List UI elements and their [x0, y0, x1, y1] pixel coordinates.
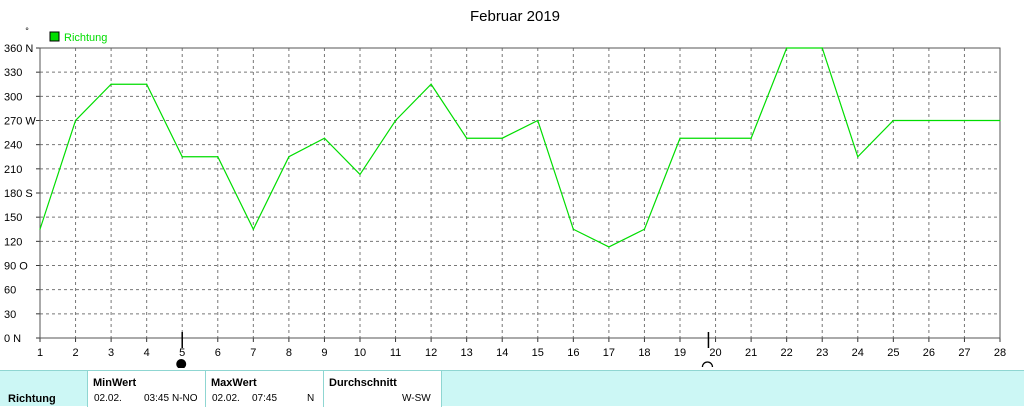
x-tick-label: 17	[603, 347, 615, 359]
y-tick-label: 0 N	[4, 333, 21, 345]
x-tick-label: 11	[390, 347, 401, 359]
x-tick-label: 6	[215, 347, 221, 359]
x-tick-label: 7	[250, 347, 256, 359]
y-tick-label: 210	[4, 164, 22, 176]
avg-header: Durchschnitt	[329, 377, 397, 389]
y-tick-label: 330	[4, 67, 22, 79]
x-tick-label: 13	[461, 347, 473, 359]
summary-series-label: Richtung	[8, 393, 56, 405]
data-point	[39, 228, 41, 230]
x-tick-label: 22	[781, 347, 793, 359]
data-point	[501, 137, 503, 139]
data-point	[963, 119, 966, 122]
new-moon-icon	[701, 361, 714, 368]
x-tick-label: 1	[37, 347, 43, 359]
x-tick-label: 2	[72, 347, 78, 359]
x-tick-label: 10	[354, 347, 366, 359]
data-point	[252, 228, 254, 230]
x-tick-label: 24	[852, 347, 864, 359]
y-tick-label: 180 S	[4, 188, 33, 200]
data-point	[714, 137, 717, 139]
data-point	[786, 47, 788, 49]
min-header: MinWert	[93, 377, 137, 389]
data-point	[323, 137, 326, 139]
summary-max-cell: MaxWert 02.02. 07:45 N	[206, 371, 324, 407]
max-value: N	[307, 393, 315, 404]
data-point	[181, 156, 183, 158]
avg-value: W-SW	[402, 393, 431, 404]
data-point	[430, 83, 432, 85]
max-time: 07:45	[252, 393, 278, 404]
x-tick-label: 9	[321, 347, 327, 359]
x-tick-label: 12	[425, 347, 437, 359]
x-tick-label: 3	[108, 347, 114, 359]
data-point	[999, 119, 1001, 122]
data-point	[537, 119, 539, 122]
x-tick-label: 16	[567, 347, 579, 359]
legend-swatch	[49, 31, 60, 42]
y-tick-label: 120	[4, 236, 22, 248]
y-tick-label: 360 N	[4, 43, 33, 55]
x-tick-label: 25	[887, 347, 899, 359]
plot-frame	[39, 47, 1001, 339]
max-header: MaxWert	[211, 377, 257, 389]
data-point	[572, 228, 574, 230]
min-value: N-NO	[172, 393, 198, 404]
data-point	[74, 119, 77, 122]
y-tick-label: 150	[4, 212, 22, 224]
data-point	[288, 156, 290, 158]
y-tick-label: 60	[4, 285, 16, 297]
data-point	[359, 173, 361, 176]
y-tick-label: 270 W	[4, 116, 36, 128]
legend-label: Richtung	[64, 32, 107, 44]
data-point	[146, 83, 148, 85]
data-point	[821, 47, 823, 49]
y-tick-label: 30	[4, 309, 16, 321]
summary-avg-cell: Durchschnitt W-SW	[324, 371, 442, 407]
data-point	[679, 137, 681, 139]
chart-title: Februar 2019	[470, 8, 560, 25]
x-tick-label: 20	[709, 347, 721, 359]
data-point	[394, 119, 397, 122]
data-point	[466, 137, 468, 139]
min-time: 03:45	[144, 393, 170, 404]
series-line-richtung	[39, 47, 1000, 248]
x-tick-label: 8	[286, 347, 292, 359]
x-tick-label: 5	[179, 347, 185, 359]
y-tick-label: 300	[4, 91, 22, 103]
min-date: 02.02.	[94, 393, 122, 404]
data-point	[857, 156, 859, 158]
x-tick-label: 19	[674, 347, 686, 359]
data-point	[110, 83, 112, 85]
full-moon-icon	[176, 359, 187, 368]
x-tick-label: 4	[144, 347, 150, 359]
x-tick-label: 18	[638, 347, 650, 359]
summary-bar: Richtung MinWert 02.02. 03:45 N-NO MaxWe…	[0, 370, 1024, 407]
data-point	[217, 156, 219, 158]
data-point	[892, 119, 894, 122]
x-tick-label: 14	[496, 347, 508, 359]
data-point	[643, 228, 646, 230]
x-tick-label: 26	[923, 347, 935, 359]
summary-min-cell: MinWert 02.02. 03:45 N-NO	[88, 371, 206, 407]
summary-series-cell: Richtung	[0, 371, 88, 407]
data-point	[608, 246, 610, 248]
x-tick-label: 28	[994, 347, 1006, 359]
data-point	[750, 137, 752, 139]
y-tick-label: 240	[4, 140, 22, 152]
x-tick-label: 27	[958, 347, 970, 359]
x-tick-label: 21	[745, 347, 757, 359]
x-tick-label: 23	[816, 347, 828, 359]
data-point	[928, 119, 930, 122]
y-unit-label: °	[25, 26, 29, 36]
max-date: 02.02.	[212, 393, 240, 404]
y-tick-label: 90 O	[4, 261, 28, 273]
x-tick-label: 15	[532, 347, 544, 359]
